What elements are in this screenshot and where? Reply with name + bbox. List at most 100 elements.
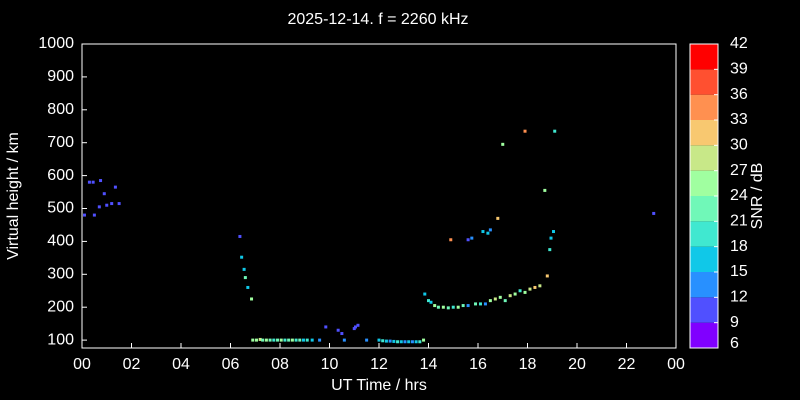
point bbox=[427, 299, 430, 303]
point bbox=[488, 299, 492, 303]
chart-title: 2025-12-14. f = 2260 kHz bbox=[287, 11, 468, 28]
x-axis-label: UT Time / hrs bbox=[331, 377, 427, 394]
x-tick-label: 20 bbox=[568, 356, 586, 373]
point bbox=[381, 339, 385, 343]
point bbox=[449, 238, 453, 242]
point bbox=[251, 338, 255, 342]
y-tick-label: 600 bbox=[47, 167, 74, 184]
point bbox=[110, 202, 114, 206]
point bbox=[493, 297, 497, 301]
y-tick-label: 100 bbox=[47, 331, 74, 348]
point bbox=[261, 338, 265, 342]
point bbox=[486, 231, 490, 235]
colorbar-tick-label: 30 bbox=[730, 137, 748, 154]
colorbar-tick-label: 12 bbox=[730, 289, 748, 306]
colorbar-bin bbox=[690, 196, 718, 222]
point bbox=[433, 304, 437, 308]
point bbox=[470, 236, 474, 240]
plot-frame bbox=[81, 43, 677, 349]
colorbar-label: SNR / dB bbox=[749, 163, 766, 230]
point bbox=[290, 338, 294, 342]
point bbox=[545, 274, 549, 278]
x-tick-label: 08 bbox=[271, 356, 289, 373]
x-tick-label: 00 bbox=[73, 356, 91, 373]
point bbox=[436, 305, 440, 309]
point bbox=[396, 340, 400, 344]
point bbox=[548, 248, 552, 252]
x-tick-label: 16 bbox=[469, 356, 487, 373]
point bbox=[496, 216, 500, 220]
point bbox=[272, 338, 276, 342]
y-tick-label: 700 bbox=[47, 134, 74, 151]
point bbox=[461, 304, 465, 308]
point bbox=[538, 284, 542, 288]
point bbox=[340, 332, 344, 336]
y-tick-label: 200 bbox=[47, 298, 74, 315]
point bbox=[336, 328, 340, 332]
point bbox=[305, 338, 309, 342]
point bbox=[513, 292, 517, 296]
colorbar-tick-label: 42 bbox=[730, 35, 748, 52]
x-tick-label: 14 bbox=[420, 356, 438, 373]
x-tick-label: 22 bbox=[618, 356, 636, 373]
point bbox=[429, 300, 433, 304]
point bbox=[242, 267, 246, 271]
point bbox=[551, 230, 555, 234]
point bbox=[456, 305, 460, 309]
point bbox=[523, 290, 527, 294]
point bbox=[240, 255, 244, 259]
x-tick-label: 04 bbox=[172, 356, 190, 373]
y-tick-label: 900 bbox=[47, 68, 74, 85]
x-tick-label: 10 bbox=[321, 356, 339, 373]
colorbar-tick-label: 36 bbox=[730, 86, 748, 103]
point bbox=[250, 297, 254, 301]
point bbox=[466, 238, 470, 242]
point bbox=[423, 292, 427, 296]
point bbox=[117, 202, 121, 206]
point bbox=[498, 295, 502, 299]
point bbox=[82, 213, 86, 217]
point bbox=[422, 338, 426, 342]
point bbox=[474, 302, 478, 306]
x-tick-label: 18 bbox=[519, 356, 537, 373]
point bbox=[407, 340, 411, 344]
colorbar-bin bbox=[690, 69, 718, 95]
point bbox=[441, 305, 445, 309]
point bbox=[268, 338, 272, 342]
point bbox=[298, 338, 302, 342]
point bbox=[352, 327, 356, 331]
point bbox=[549, 236, 553, 240]
point bbox=[264, 338, 268, 342]
point bbox=[399, 340, 403, 344]
point bbox=[105, 203, 109, 207]
point bbox=[356, 323, 360, 327]
point bbox=[377, 338, 381, 342]
colorbar-bin bbox=[690, 94, 718, 120]
colorbar-bin bbox=[690, 221, 718, 247]
colorbar-bin bbox=[690, 246, 718, 272]
point bbox=[243, 276, 247, 280]
point bbox=[287, 338, 291, 342]
colorbar-tick-label: 18 bbox=[730, 238, 748, 255]
colorbar-bin bbox=[690, 322, 718, 348]
colorbar-tick-label: 9 bbox=[730, 314, 739, 331]
point bbox=[466, 304, 470, 308]
point bbox=[414, 340, 418, 344]
colorbar-bin bbox=[690, 170, 718, 196]
point bbox=[533, 285, 537, 289]
point bbox=[353, 325, 357, 329]
point bbox=[508, 294, 512, 298]
point bbox=[342, 338, 346, 342]
point bbox=[543, 188, 547, 192]
colorbar-tick-label: 24 bbox=[730, 187, 748, 204]
point bbox=[254, 338, 258, 342]
y-tick-label: 800 bbox=[47, 101, 74, 118]
point bbox=[388, 339, 392, 343]
point bbox=[246, 285, 250, 289]
y-tick-label: 500 bbox=[47, 200, 74, 217]
point bbox=[91, 180, 95, 184]
y-tick-label: 400 bbox=[47, 233, 74, 250]
point bbox=[481, 230, 485, 234]
point bbox=[483, 302, 487, 306]
